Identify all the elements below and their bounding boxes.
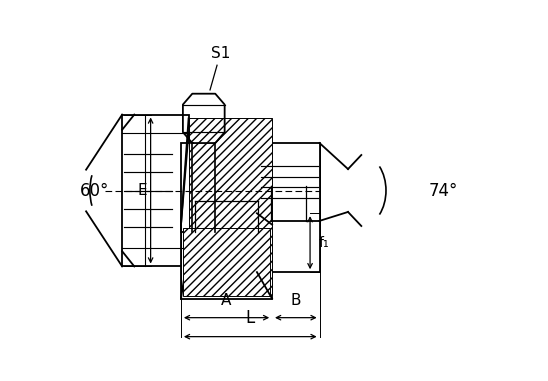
Text: E: E: [138, 183, 147, 198]
Text: f₁: f₁: [318, 236, 329, 250]
Text: A: A: [221, 293, 232, 308]
Bar: [189, 118, 272, 295]
Bar: [257, 213, 319, 272]
Bar: [257, 143, 319, 221]
Text: B: B: [290, 293, 301, 308]
Bar: [183, 228, 270, 296]
Text: L: L: [246, 309, 255, 327]
Bar: [181, 225, 272, 299]
Bar: [122, 115, 189, 266]
Text: S1: S1: [211, 46, 231, 61]
Bar: [181, 143, 272, 232]
Text: 60°: 60°: [80, 181, 110, 200]
Text: 74°: 74°: [428, 181, 458, 200]
